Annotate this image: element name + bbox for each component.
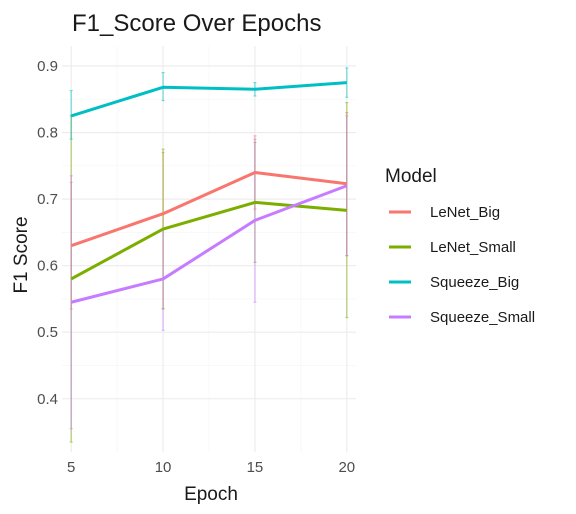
- series-line-squeeze-small: [70, 184, 348, 304]
- x-tick-label: 5: [67, 459, 75, 476]
- x-axis-title: Epoch: [184, 484, 238, 505]
- y-axis-title: F1 Score: [11, 216, 32, 293]
- legend-title: Model: [385, 166, 437, 187]
- y-tick-label: 0.6: [37, 258, 58, 275]
- x-tick-label: 15: [247, 459, 264, 476]
- y-tick-label: 0.8: [37, 125, 58, 142]
- legend-label: LeNet_Big: [430, 204, 500, 221]
- legend-label: Squeeze_Small: [430, 309, 535, 326]
- line-layer: [70, 81, 348, 304]
- series-line-lenet-small: [70, 200, 347, 281]
- y-tick-label: 0.9: [37, 58, 58, 75]
- y-tick-label: 0.7: [37, 191, 58, 208]
- y-tick-label: 0.5: [37, 324, 58, 341]
- legend-label: Squeeze_Big: [430, 274, 519, 291]
- tick-layer: 5 10 15 20 0.4 0.5 0.6 0.7 0.8 0.9: [37, 58, 355, 476]
- x-tick-label: 10: [155, 459, 172, 476]
- chart-title: F1_Score Over Epochs: [72, 10, 321, 37]
- legend: Model LeNet_Big LeNet_Small Squeeze_Big Squ…: [385, 166, 535, 326]
- legend-label: LeNet_Small: [430, 239, 516, 256]
- x-tick-label: 20: [338, 459, 355, 476]
- y-tick-label: 0.4: [37, 391, 58, 408]
- series-line-squeeze-big: [70, 81, 347, 118]
- series-line-lenet-big: [70, 170, 347, 248]
